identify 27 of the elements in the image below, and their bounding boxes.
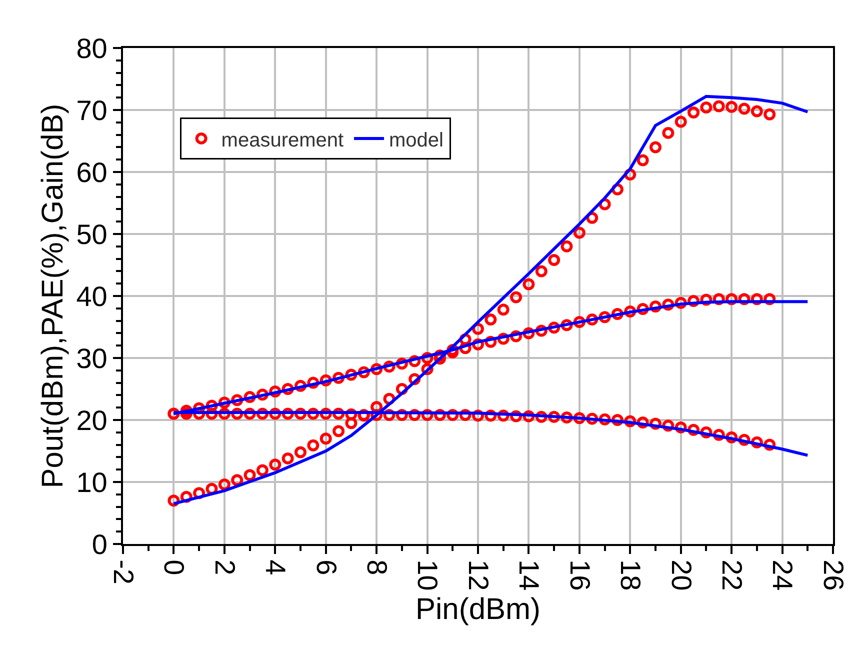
legend-label: measurement <box>221 129 344 152</box>
x-tick-label: 20 <box>666 560 697 591</box>
x-tick-label: 2 <box>209 560 240 576</box>
y-tick-label: 70 <box>76 94 108 126</box>
x-tick-label: 10 <box>412 560 444 591</box>
x-tick-label: 14 <box>514 560 545 591</box>
x-tick-label: 18 <box>615 560 646 591</box>
x-tick-label: 12 <box>462 560 494 591</box>
x-tick-label: 4 <box>260 560 292 576</box>
x-tick-label: 22 <box>716 560 748 591</box>
x-tick-label: 26 <box>818 560 849 591</box>
y-tick-label: 40 <box>76 280 108 312</box>
y-tick-label: 10 <box>76 466 108 498</box>
x-tick-label: 16 <box>564 560 596 591</box>
y-tick-label: 80 <box>76 32 108 64</box>
x-tick-label: 0 <box>158 560 190 576</box>
x-tick-label: -2 <box>108 560 139 585</box>
y-axis-title: Pout(dBm),PAE(%),Gain(dB) <box>36 104 70 488</box>
y-tick-label: 20 <box>76 404 108 436</box>
y-tick-label: 30 <box>76 342 108 374</box>
y-tick-label: 50 <box>76 218 108 250</box>
legend-label: model <box>389 129 444 152</box>
x-axis-title: Pin(dBm) <box>415 592 541 626</box>
x-tick-label: 24 <box>767 560 798 591</box>
x-tick-label: 6 <box>310 560 342 576</box>
x-tick-label: 8 <box>361 560 392 576</box>
y-tick-label: 60 <box>76 156 108 188</box>
